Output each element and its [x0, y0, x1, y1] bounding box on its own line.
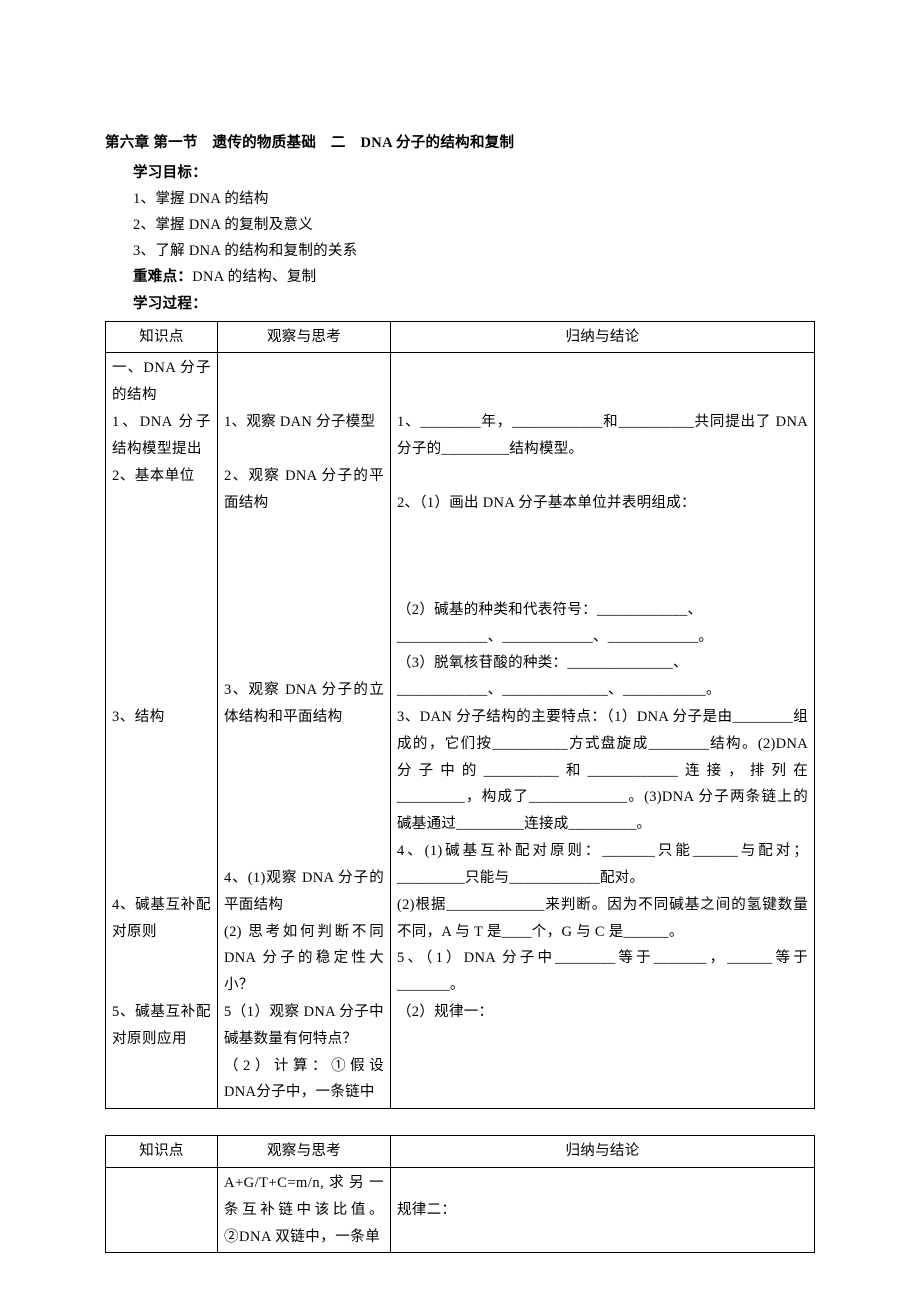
- table2-cell-observe: A+G/T+C=m/n,求另一条互补链中该比值。②DNA 双链中，一条单: [218, 1168, 391, 1253]
- continuation-table: 知识点 观察与思考 归纳与结论 A+G/T+C=m/n,求另一条互补链中该比值。…: [105, 1135, 815, 1253]
- chapter-title: 第六章 第一节 遗传的物质基础 二 DNA 分子的结构和复制: [105, 130, 815, 156]
- table-header-1: 知识点: [106, 321, 218, 353]
- table-header-3: 归纳与结论: [391, 321, 815, 353]
- table-cell-conclusion: 1、________年，____________和__________共同提出了…: [391, 353, 815, 1109]
- objectives-label: 学习目标：: [105, 160, 815, 186]
- process-label: 学习过程：: [105, 291, 815, 317]
- objective-3: 3、了解 DNA 的结构和复制的关系: [105, 238, 815, 264]
- table2-header-2: 观察与思考: [218, 1136, 391, 1168]
- table2-cell-conclusion: 规律二：: [391, 1168, 815, 1253]
- keypoints-label: 重难点：: [133, 269, 192, 285]
- main-table: 知识点 观察与思考 归纳与结论 一、DNA 分子的结构1、DNA 分子结构模型提…: [105, 321, 815, 1110]
- table2-header-3: 归纳与结论: [391, 1136, 815, 1168]
- objective-1: 1、掌握 DNA 的结构: [105, 186, 815, 212]
- objective-2: 2、掌握 DNA 的复制及意义: [105, 212, 815, 238]
- table2-header-1: 知识点: [106, 1136, 218, 1168]
- table-cell-observe: 1、观察 DAN 分子模型2、观察 DNA 分子的平面结构3、观察 DNA 分子…: [218, 353, 391, 1109]
- table-cell-knowledge: 一、DNA 分子的结构1、DNA 分子结构模型提出2、基本单位3、结构4、碱基互…: [106, 353, 218, 1109]
- keypoints-text: DNA 的结构、复制: [192, 269, 316, 285]
- table-header-2: 观察与思考: [218, 321, 391, 353]
- table2-cell-knowledge: [106, 1168, 218, 1253]
- keypoints-line: 重难点：DNA 的结构、复制: [105, 264, 815, 290]
